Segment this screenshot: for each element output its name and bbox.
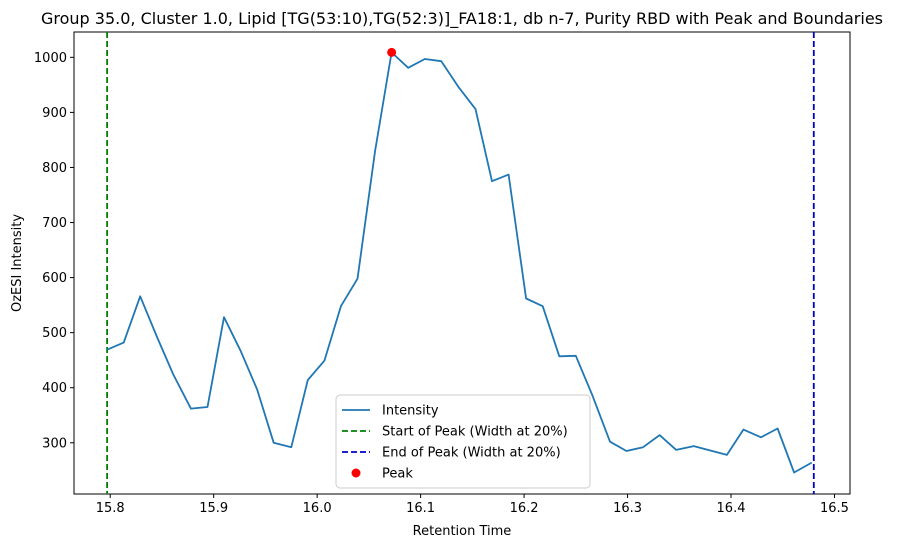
x-axis-ticks: 15.8 15.9 16.0 16.1 16.2 16.3 16.4 16.5 bbox=[96, 494, 849, 516]
legend-label: Intensity bbox=[382, 404, 439, 419]
legend-swatch-peak bbox=[351, 468, 361, 478]
y-tick-label: 800 bbox=[42, 161, 67, 176]
legend-label: Start of Peak (Width at 20%) bbox=[382, 425, 568, 440]
y-tick-label: 500 bbox=[42, 326, 67, 341]
chart-title: Group 35.0, Cluster 1.0, Lipid [TG(53:10… bbox=[41, 9, 883, 29]
intensity-line bbox=[106, 51, 813, 474]
y-axis-ticks: 300 400 500 600 700 800 900 1000 bbox=[34, 51, 74, 451]
legend-items: Intensity Start of Peak (Width at 20%) End… bbox=[342, 404, 568, 482]
y-tick-label: 600 bbox=[42, 271, 67, 286]
x-tick-label: 16.2 bbox=[510, 501, 539, 516]
x-tick-label: 16.5 bbox=[820, 501, 849, 516]
y-tick-label: 700 bbox=[42, 216, 67, 231]
legend-label: End of Peak (Width at 20%) bbox=[382, 446, 561, 461]
plot-frame bbox=[73, 31, 851, 495]
y-axis-label: OzESI Intensity bbox=[10, 214, 25, 312]
y-tick-label: 300 bbox=[42, 436, 67, 451]
x-axis-label: Retention Time bbox=[413, 524, 512, 539]
legend: Intensity Start of Peak (Width at 20%) End… bbox=[335, 394, 591, 489]
x-tick-label: 15.9 bbox=[199, 501, 228, 516]
y-tick-label: 900 bbox=[42, 106, 67, 121]
x-tick-label: 16.4 bbox=[717, 501, 746, 516]
peak-marker bbox=[387, 47, 397, 57]
series-lines bbox=[106, 51, 813, 474]
x-tick-label: 16.3 bbox=[613, 501, 642, 516]
legend-box bbox=[335, 394, 591, 489]
x-tick-label: 16.1 bbox=[406, 501, 435, 516]
legend-label: Peak bbox=[382, 467, 413, 482]
y-tick-label: 400 bbox=[42, 381, 67, 396]
x-tick-label: 16.0 bbox=[303, 501, 332, 516]
y-tick-label: 1000 bbox=[34, 51, 67, 66]
peak-point bbox=[387, 47, 397, 57]
x-tick-label: 15.8 bbox=[96, 501, 125, 516]
plot-area: 15.8 15.9 16.0 16.1 16.2 16.3 16.4 16.5 300 400 5… bbox=[34, 31, 851, 516]
peak-boundaries bbox=[106, 32, 815, 494]
